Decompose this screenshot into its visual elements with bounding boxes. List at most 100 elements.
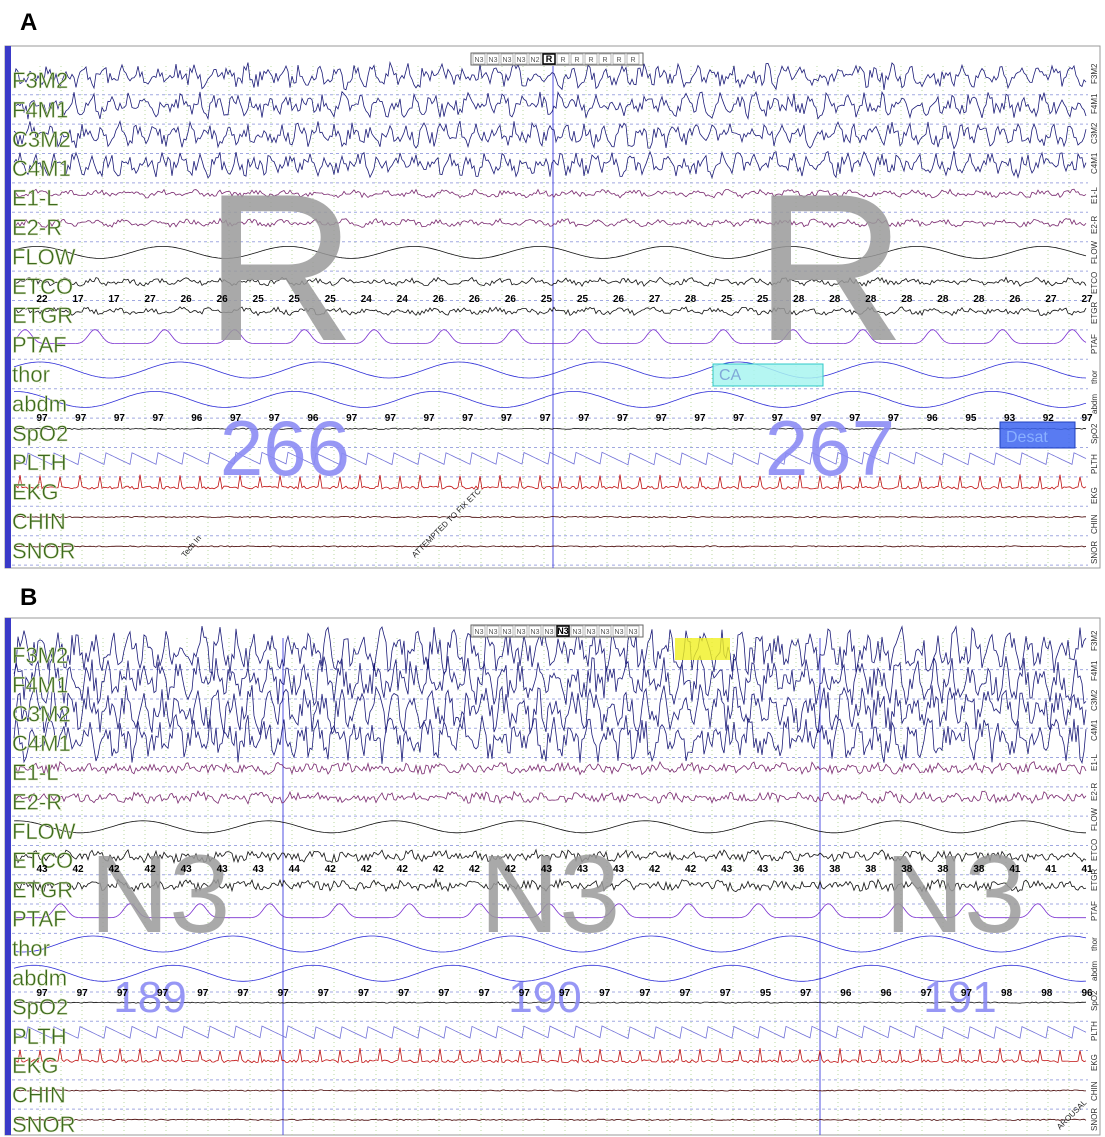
etco-value: 24	[397, 294, 409, 305]
spo2-value: 97	[237, 988, 249, 999]
spo2-value: 97	[921, 988, 933, 999]
spo2-value: 97	[720, 988, 732, 999]
stage-cell	[472, 53, 486, 65]
stage-cell	[584, 625, 598, 637]
etco-value: 22	[36, 294, 48, 305]
channel-label: F4M1	[12, 97, 68, 122]
panel-frame	[4, 617, 1101, 1136]
arousal-box	[675, 638, 730, 660]
etco-value: 42	[649, 864, 661, 875]
channel-label: EKG	[12, 1053, 58, 1078]
stage-code: R	[574, 57, 579, 64]
spo2-value: 97	[77, 988, 89, 999]
etco-value: 25	[541, 294, 553, 305]
epoch-number: 191	[923, 973, 996, 1022]
etco-value: 42	[72, 864, 84, 875]
etco-value: 38	[973, 864, 985, 875]
waveform	[13, 515, 1086, 519]
etco-value: 28	[829, 294, 841, 305]
etco-value: 28	[685, 294, 697, 305]
stage-cell	[542, 625, 556, 637]
stage-cell	[612, 625, 626, 637]
stage-code: N3	[475, 629, 484, 636]
etco-value: 38	[829, 864, 841, 875]
etco-value: 38	[937, 864, 949, 875]
stage-code: N3	[503, 57, 512, 64]
spo2-value: 97	[36, 988, 48, 999]
waveform	[13, 427, 1087, 430]
stage-cell	[542, 53, 556, 65]
spo2-value: 97	[694, 413, 706, 424]
spo2-value: 97	[114, 413, 126, 424]
event-label: Desat	[1006, 429, 1048, 446]
waveform	[13, 246, 1087, 259]
etco-value: 27	[1045, 294, 1057, 305]
waveform	[13, 217, 1087, 228]
stage-cell	[570, 625, 584, 637]
spo2-value: 97	[398, 988, 410, 999]
channel-label: F3M2	[12, 68, 68, 93]
spo2-value: 97	[639, 988, 651, 999]
channel-label: thor	[12, 362, 50, 387]
stage-code: R	[616, 57, 621, 64]
spo2-value: 96	[927, 413, 939, 424]
spo2-value: 97	[733, 413, 745, 424]
spo2-value: 97	[540, 413, 552, 424]
side-channel-label: F4M1	[1090, 93, 1099, 114]
stage-cell	[500, 53, 514, 65]
stage-code: N3	[531, 629, 540, 636]
stage-cell	[556, 53, 570, 65]
waveform	[14, 391, 1087, 408]
waveform	[13, 150, 1087, 180]
side-channel-label: SNOR	[1090, 541, 1099, 564]
waveform	[13, 329, 1087, 344]
side-channel-label: F4M1	[1090, 660, 1099, 681]
channel-label: thor	[12, 936, 50, 961]
epoch-number: 266	[220, 404, 350, 492]
waveform	[13, 1047, 1087, 1064]
event-box	[712, 363, 824, 387]
etco-value: 26	[1009, 294, 1021, 305]
spo2-value: 97	[961, 988, 973, 999]
spo2-value: 97	[117, 988, 129, 999]
stage-cell	[514, 53, 528, 65]
waveform	[13, 848, 1087, 864]
spo2-value: 97	[1081, 413, 1093, 424]
side-channel-label: PLTH	[1090, 454, 1099, 474]
channel-label: E1-L	[12, 186, 58, 211]
etco-value: 44	[289, 864, 301, 875]
epoch-number: 267	[765, 404, 895, 492]
etco-value: 42	[433, 864, 445, 875]
etco-value: 26	[469, 294, 481, 305]
etco-value: 42	[109, 864, 121, 875]
side-channel-label: SNOR	[1090, 1108, 1099, 1131]
spo2-value: 97	[578, 413, 590, 424]
etco-value: 43	[721, 864, 733, 875]
spo2-value: 97	[157, 988, 169, 999]
waveform	[13, 474, 1087, 490]
waveform	[13, 276, 1087, 288]
side-channel-label: SpO2	[1090, 423, 1099, 444]
spo2-value: 97	[75, 413, 87, 424]
channel-label: ETGR	[12, 303, 73, 328]
channel-label: PLTH	[12, 1024, 67, 1049]
side-channel-label: C3M2	[1090, 122, 1099, 144]
etco-value: 41	[1081, 864, 1093, 875]
spo2-value: 93	[1004, 413, 1016, 424]
spo2-value: 97	[800, 988, 812, 999]
spo2-value: 97	[617, 413, 629, 424]
etco-value: 27	[145, 294, 157, 305]
spo2-value: 97	[423, 413, 435, 424]
channel-label: abdm	[12, 965, 67, 990]
spo2-value: 96	[1081, 988, 1093, 999]
waveform	[13, 964, 1087, 982]
spo2-value: 98	[1001, 988, 1013, 999]
channel-label: ETGR	[12, 877, 73, 902]
channel-label: SNOR	[12, 1112, 76, 1137]
etco-value: 42	[361, 864, 373, 875]
etco-value: 25	[757, 294, 769, 305]
side-channel-label: E2-R	[1090, 216, 1099, 234]
channel-label: SpO2	[12, 421, 68, 446]
etco-value: 42	[145, 864, 157, 875]
channel-label: C3M2	[12, 127, 71, 152]
